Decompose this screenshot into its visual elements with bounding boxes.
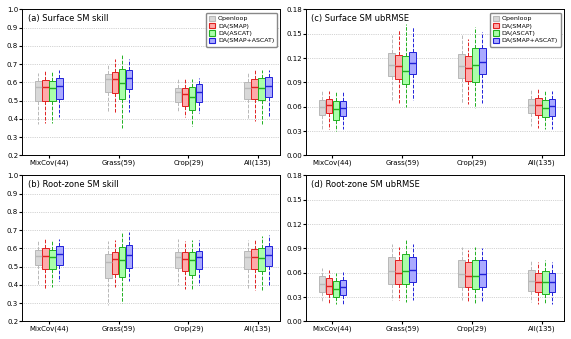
PathPatch shape (244, 251, 251, 269)
PathPatch shape (528, 270, 534, 291)
PathPatch shape (403, 57, 409, 84)
PathPatch shape (472, 48, 478, 82)
PathPatch shape (472, 260, 478, 289)
PathPatch shape (195, 251, 202, 269)
PathPatch shape (333, 281, 339, 297)
PathPatch shape (126, 245, 132, 268)
PathPatch shape (542, 100, 549, 117)
PathPatch shape (105, 254, 111, 278)
PathPatch shape (112, 72, 118, 93)
PathPatch shape (35, 81, 42, 101)
PathPatch shape (244, 82, 251, 99)
PathPatch shape (175, 252, 181, 268)
PathPatch shape (388, 53, 395, 76)
PathPatch shape (535, 273, 541, 292)
PathPatch shape (42, 80, 49, 101)
PathPatch shape (333, 101, 339, 120)
PathPatch shape (528, 99, 534, 113)
PathPatch shape (35, 250, 42, 265)
PathPatch shape (542, 271, 549, 294)
PathPatch shape (105, 74, 111, 93)
PathPatch shape (535, 98, 541, 115)
PathPatch shape (119, 247, 126, 277)
PathPatch shape (258, 248, 265, 271)
PathPatch shape (126, 70, 132, 89)
PathPatch shape (458, 54, 465, 78)
PathPatch shape (266, 77, 272, 97)
PathPatch shape (549, 273, 556, 292)
PathPatch shape (388, 257, 395, 284)
PathPatch shape (325, 99, 332, 113)
Legend: Openloop, DA(SMAP), DA(ASCAT), DA(SMAP+ASCAT): Openloop, DA(SMAP), DA(ASCAT), DA(SMAP+A… (206, 13, 278, 46)
PathPatch shape (340, 280, 346, 295)
Text: (c) Surface SM ubRMSE: (c) Surface SM ubRMSE (311, 14, 409, 23)
PathPatch shape (458, 260, 465, 286)
PathPatch shape (251, 79, 258, 99)
PathPatch shape (56, 246, 63, 265)
PathPatch shape (319, 100, 325, 115)
PathPatch shape (182, 87, 188, 106)
PathPatch shape (396, 260, 402, 284)
PathPatch shape (49, 250, 55, 269)
PathPatch shape (42, 248, 49, 269)
Text: (b) Root-zone SM skill: (b) Root-zone SM skill (27, 180, 118, 189)
PathPatch shape (479, 260, 486, 286)
PathPatch shape (396, 55, 402, 79)
PathPatch shape (188, 87, 195, 110)
Legend: Openloop, DA(SMAP), DA(ASCAT), DA(SMAP+ASCAT): Openloop, DA(SMAP), DA(ASCAT), DA(SMAP+A… (490, 13, 561, 46)
PathPatch shape (409, 52, 416, 74)
PathPatch shape (195, 84, 202, 102)
PathPatch shape (409, 257, 416, 282)
PathPatch shape (258, 78, 265, 100)
PathPatch shape (403, 254, 409, 284)
PathPatch shape (56, 78, 63, 99)
PathPatch shape (266, 246, 272, 266)
PathPatch shape (251, 249, 258, 269)
PathPatch shape (188, 253, 195, 275)
Text: (a) Surface SM skill: (a) Surface SM skill (27, 14, 108, 23)
PathPatch shape (49, 81, 55, 101)
PathPatch shape (112, 252, 118, 274)
PathPatch shape (319, 276, 325, 292)
PathPatch shape (465, 262, 472, 287)
PathPatch shape (465, 57, 472, 81)
Text: (d) Root-zone SM ubRMSE: (d) Root-zone SM ubRMSE (311, 180, 420, 189)
PathPatch shape (182, 253, 188, 271)
PathPatch shape (175, 87, 181, 102)
PathPatch shape (479, 48, 486, 74)
PathPatch shape (119, 69, 126, 99)
PathPatch shape (325, 278, 332, 294)
PathPatch shape (340, 101, 346, 117)
PathPatch shape (549, 99, 556, 116)
